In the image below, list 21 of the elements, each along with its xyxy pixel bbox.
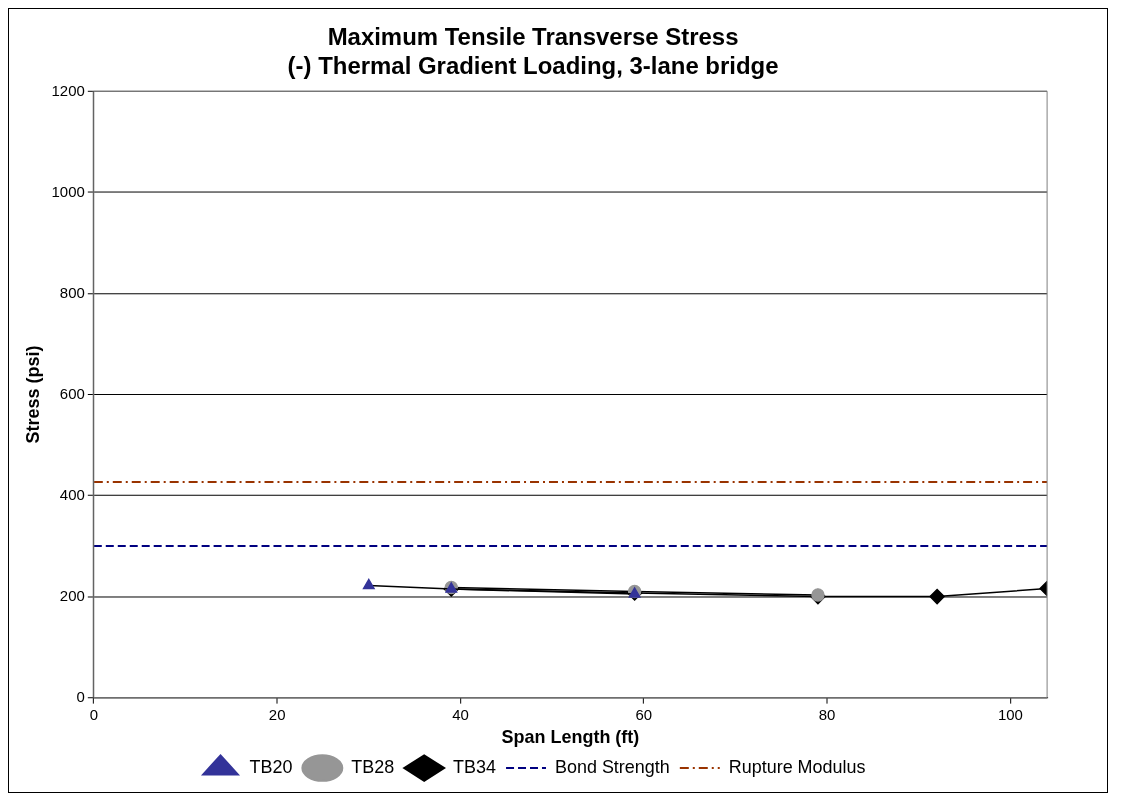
y-tick-label: 200 (59, 586, 85, 604)
legend-label: TB20 (249, 757, 293, 778)
x-tick-label: 80 (818, 705, 836, 723)
legend-label: TB34 (453, 757, 497, 778)
y-axis-title: Stress (psi) (22, 345, 43, 444)
x-axis-title: Span Length (ft) (501, 727, 640, 748)
y-tick-label: 0 (76, 687, 85, 705)
y-tick-label: 1000 (51, 182, 85, 200)
x-tick-label: 20 (268, 705, 286, 723)
y-tick-label: 400 (59, 485, 85, 503)
legend-label: Rupture Modulus (728, 757, 866, 778)
legend-label: Bond Strength (554, 757, 670, 778)
x-tick-label: 40 (452, 705, 469, 723)
y-tick-label: 600 (59, 384, 85, 402)
y-tick-label: 800 (59, 283, 85, 301)
chart-title: Maximum Tensile Transverse Stress (-) Thermal Gradient Loading, 3-lane bridge (287, 22, 779, 79)
legend-label: TB28 (351, 757, 395, 778)
y-tick-label: 1200 (51, 81, 85, 99)
x-tick-label: 60 (635, 705, 653, 723)
x-tick-label: 100 (997, 705, 1023, 723)
x-tick-label: 0 (89, 705, 98, 723)
